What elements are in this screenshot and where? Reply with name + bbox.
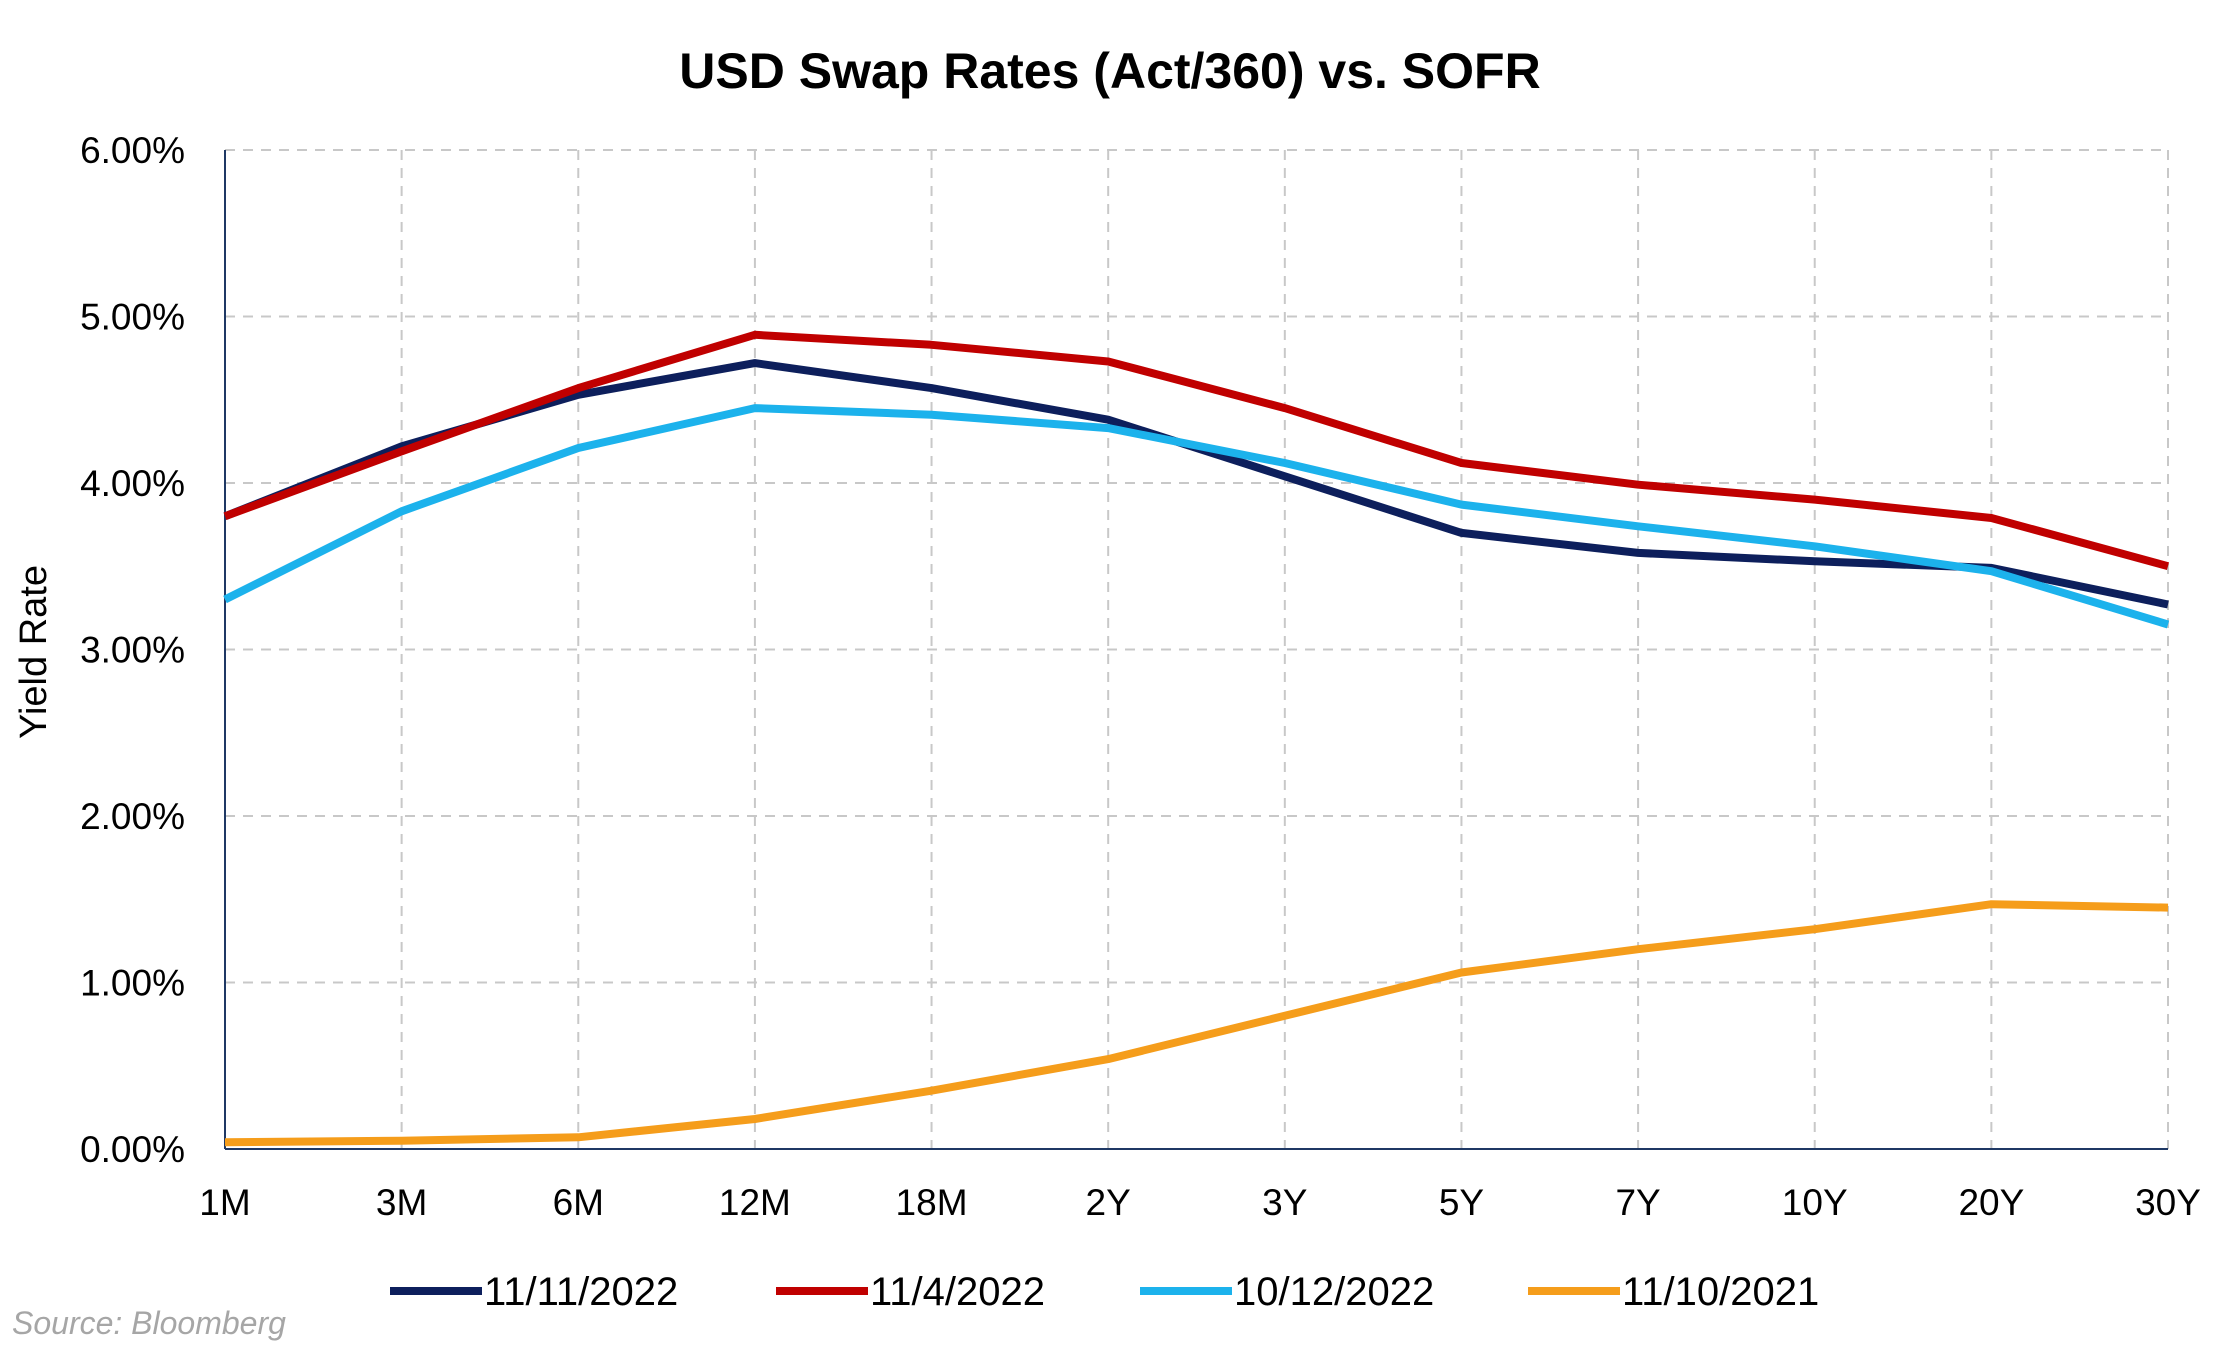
y-tick-label: 2.00% [80,796,185,837]
x-tick-label: 30Y [2135,1182,2201,1223]
x-tick-label: 7Y [1615,1182,1660,1223]
series-lines [223,330,2170,1147]
axes [224,150,2168,1150]
legend-label: 11/4/2022 [870,1270,1045,1314]
x-tick-label: 10Y [1782,1182,1848,1223]
y-axis-label: Yield Rate [13,565,55,739]
series-line-3 [224,900,2169,1147]
x-tick-label: 3Y [1262,1182,1307,1223]
legend: 11/11/2022 11/4/2022 10/12/2022 11/10/2021 [390,1270,1819,1314]
y-tick-label: 1.00% [80,963,185,1004]
x-tick-labels: 1M 3M 6M 12M 18M 2Y 3Y 5Y 7Y 10Y 20Y 30Y [199,1182,2201,1223]
y-tick-label: 5.00% [80,297,185,338]
x-tick-label: 20Y [1958,1182,2024,1223]
x-tick-label: 2Y [1086,1182,1131,1223]
series-line-1 [223,330,2170,571]
legend-label: 11/11/2022 [484,1270,678,1314]
source-note: Source: Bloomberg [12,1305,286,1341]
x-tick-label: 3M [376,1182,427,1223]
y-tick-label: 4.00% [80,463,185,504]
x-tick-label: 12M [719,1182,791,1223]
series-line-2 [223,404,2170,629]
x-tick-label: 18M [896,1182,968,1223]
y-tick-labels: 0.00% 1.00% 2.00% 3.00% 4.00% 5.00% 6.00% [80,130,185,1170]
y-tick-label: 0.00% [80,1129,185,1170]
y-tick-label: 3.00% [80,630,185,671]
y-tick-label: 6.00% [80,130,185,171]
x-tick-label: 6M [553,1182,604,1223]
legend-label: 10/12/2022 [1234,1270,1434,1314]
grid-lines [225,149,2169,1149]
x-tick-label: 5Y [1439,1182,1484,1223]
x-tick-label: 1M [199,1182,250,1223]
chart-title: USD Swap Rates (Act/360) vs. SOFR [679,43,1540,99]
legend-label: 11/10/2021 [1622,1270,1819,1314]
